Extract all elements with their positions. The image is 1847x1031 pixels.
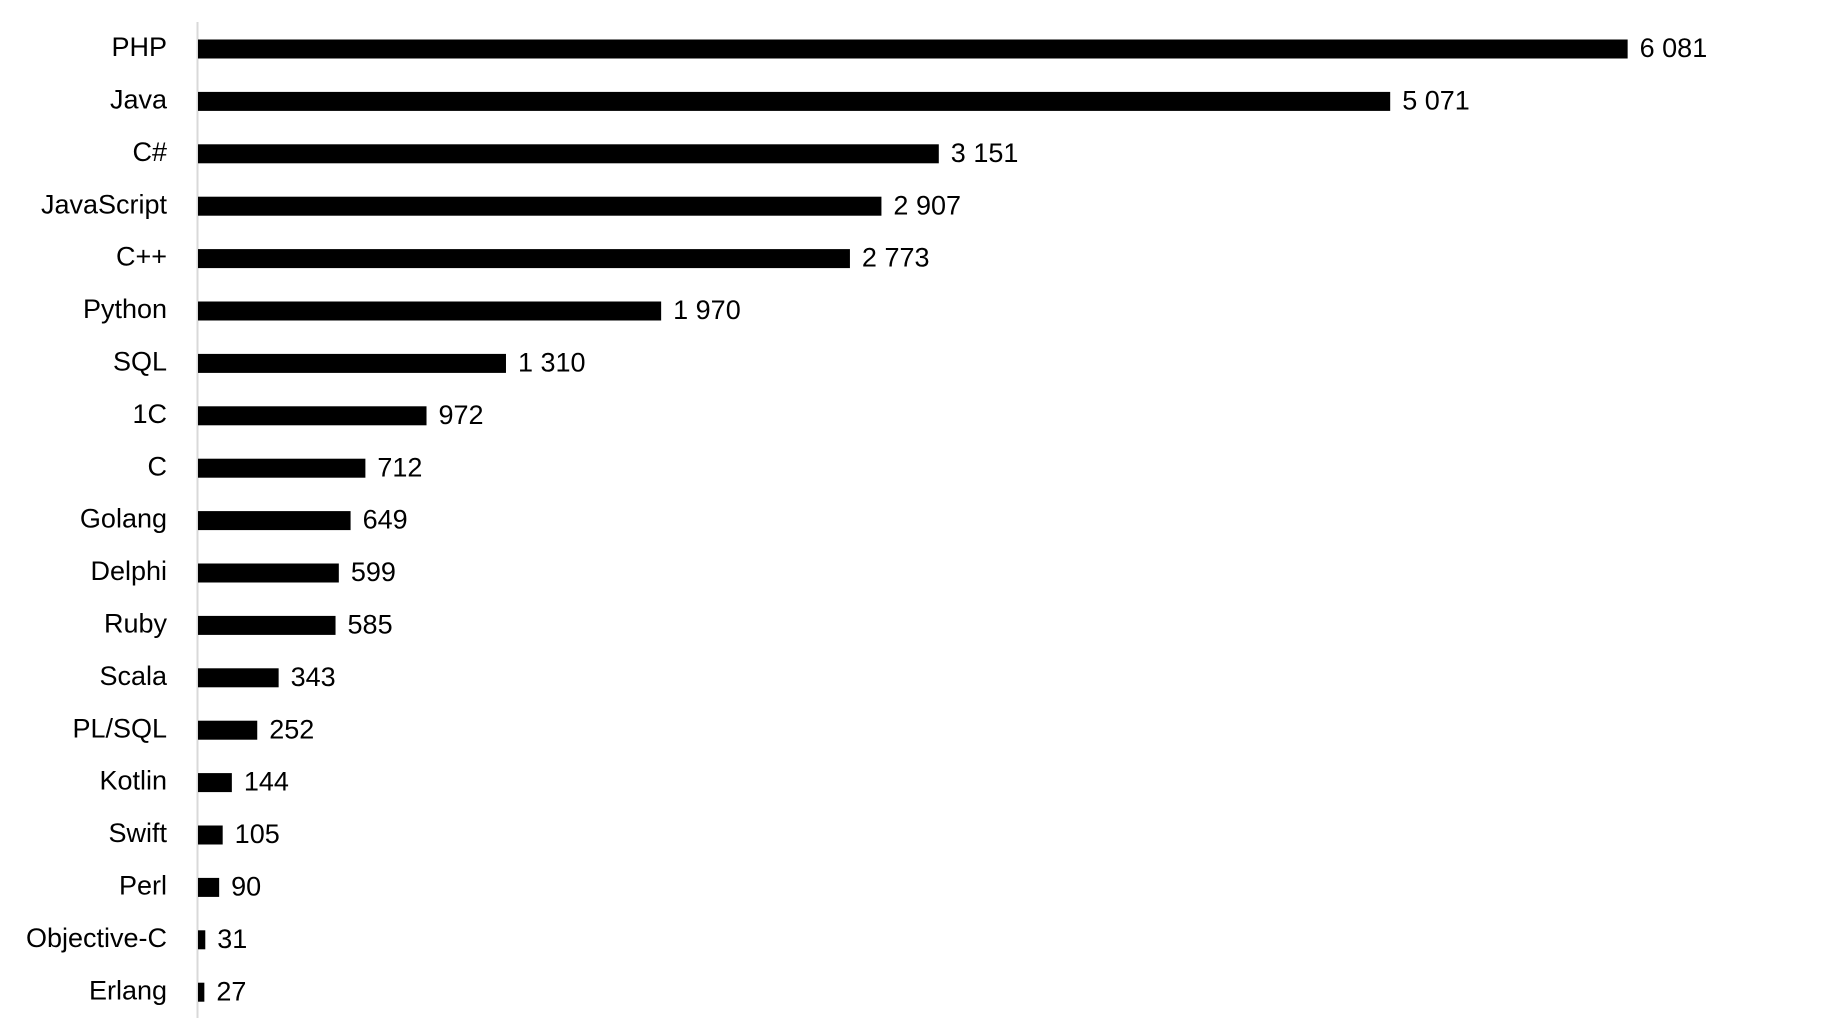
category-label: Perl	[119, 871, 167, 901]
value-label: 2 773	[862, 243, 930, 273]
value-label: 972	[439, 400, 484, 430]
value-label: 1 310	[518, 348, 586, 378]
bar	[198, 301, 662, 321]
category-label: PHP	[111, 32, 167, 62]
bar	[198, 982, 205, 1002]
bar	[198, 144, 939, 164]
bar	[198, 196, 882, 216]
bar	[198, 406, 427, 426]
value-label: 27	[216, 976, 246, 1006]
category-label: Objective-C	[26, 923, 167, 953]
bar	[198, 773, 232, 793]
bar	[198, 563, 339, 583]
value-label: 144	[244, 767, 289, 797]
bar	[198, 39, 1628, 59]
bar	[198, 825, 223, 845]
bar	[198, 353, 506, 373]
value-label: 2 907	[893, 190, 961, 220]
value-label: 90	[231, 872, 261, 902]
bar	[198, 930, 206, 950]
category-label: Golang	[80, 504, 167, 534]
value-label: 105	[235, 819, 280, 849]
category-label: JavaScript	[41, 189, 168, 219]
value-label: 6 081	[1640, 33, 1708, 63]
value-label: 649	[363, 505, 408, 535]
value-label: 252	[269, 714, 314, 744]
category-label: Erlang	[89, 975, 167, 1005]
bar	[198, 877, 220, 897]
value-label: 585	[348, 610, 393, 640]
category-label: Swift	[108, 818, 167, 848]
category-label: PL/SQL	[72, 713, 167, 743]
bar	[198, 511, 351, 531]
bar	[198, 249, 850, 269]
value-label: 599	[351, 557, 396, 587]
category-label: Delphi	[90, 556, 167, 586]
value-label: 712	[377, 452, 422, 482]
bar	[198, 668, 279, 688]
category-label: C	[148, 451, 168, 481]
bar	[198, 458, 366, 478]
category-label: C#	[132, 137, 167, 167]
category-label: Ruby	[104, 609, 168, 639]
value-label: 5 071	[1402, 86, 1470, 116]
value-label: 3 151	[951, 138, 1019, 168]
value-label: 31	[217, 924, 247, 954]
category-label: Kotlin	[99, 766, 167, 796]
category-label: Java	[110, 85, 168, 115]
bar	[198, 615, 336, 635]
category-label: 1C	[132, 399, 167, 429]
category-label: C++	[116, 242, 167, 272]
category-label: Python	[83, 294, 167, 324]
category-label: Scala	[99, 661, 168, 691]
bar	[198, 720, 258, 740]
value-label: 343	[291, 662, 336, 692]
category-label: SQL	[113, 347, 167, 377]
bar	[198, 91, 1391, 111]
value-label: 1 970	[673, 295, 741, 325]
